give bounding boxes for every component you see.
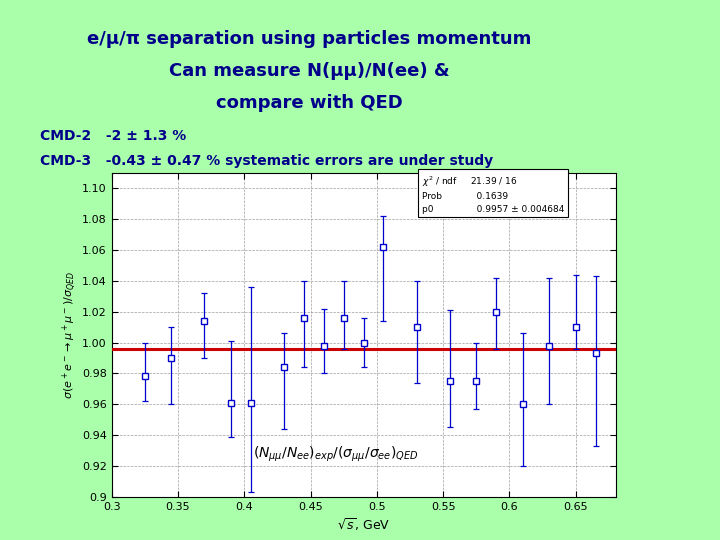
Text: Can measure N(μμ)/N(ee) &: Can measure N(μμ)/N(ee) & — [169, 62, 450, 80]
Text: $\chi^2$ / ndf     21.39 / 16
Prob            0.1639
p0               0.9957 ± 0: $\chi^2$ / ndf 21.39 / 16 Prob 0.1639 p0… — [421, 174, 564, 214]
Text: compare with QED: compare with QED — [216, 94, 403, 112]
Text: e/μ/π separation using particles momentum: e/μ/π separation using particles momentu… — [87, 30, 532, 48]
X-axis label: $\sqrt{s}$, GeV: $\sqrt{s}$, GeV — [337, 516, 390, 532]
Text: CMD-2   -2 ± 1.3 %: CMD-2 -2 ± 1.3 % — [40, 129, 186, 143]
Text: CMD-3   -0.43 ± 0.47 % systematic errors are under study: CMD-3 -0.43 ± 0.47 % systematic errors a… — [40, 154, 492, 168]
Text: $(N_{\mu\mu}/N_{ee})_{exp}/(\sigma_{\mu\mu}/\sigma_{ee})_{QED}$: $(N_{\mu\mu}/N_{ee})_{exp}/(\sigma_{\mu\… — [253, 445, 418, 464]
Y-axis label: $\sigma(e^+e^- \rightarrow \mu^+\mu^-)/\sigma_{QED}$: $\sigma(e^+e^- \rightarrow \mu^+\mu^-)/\… — [60, 271, 79, 399]
